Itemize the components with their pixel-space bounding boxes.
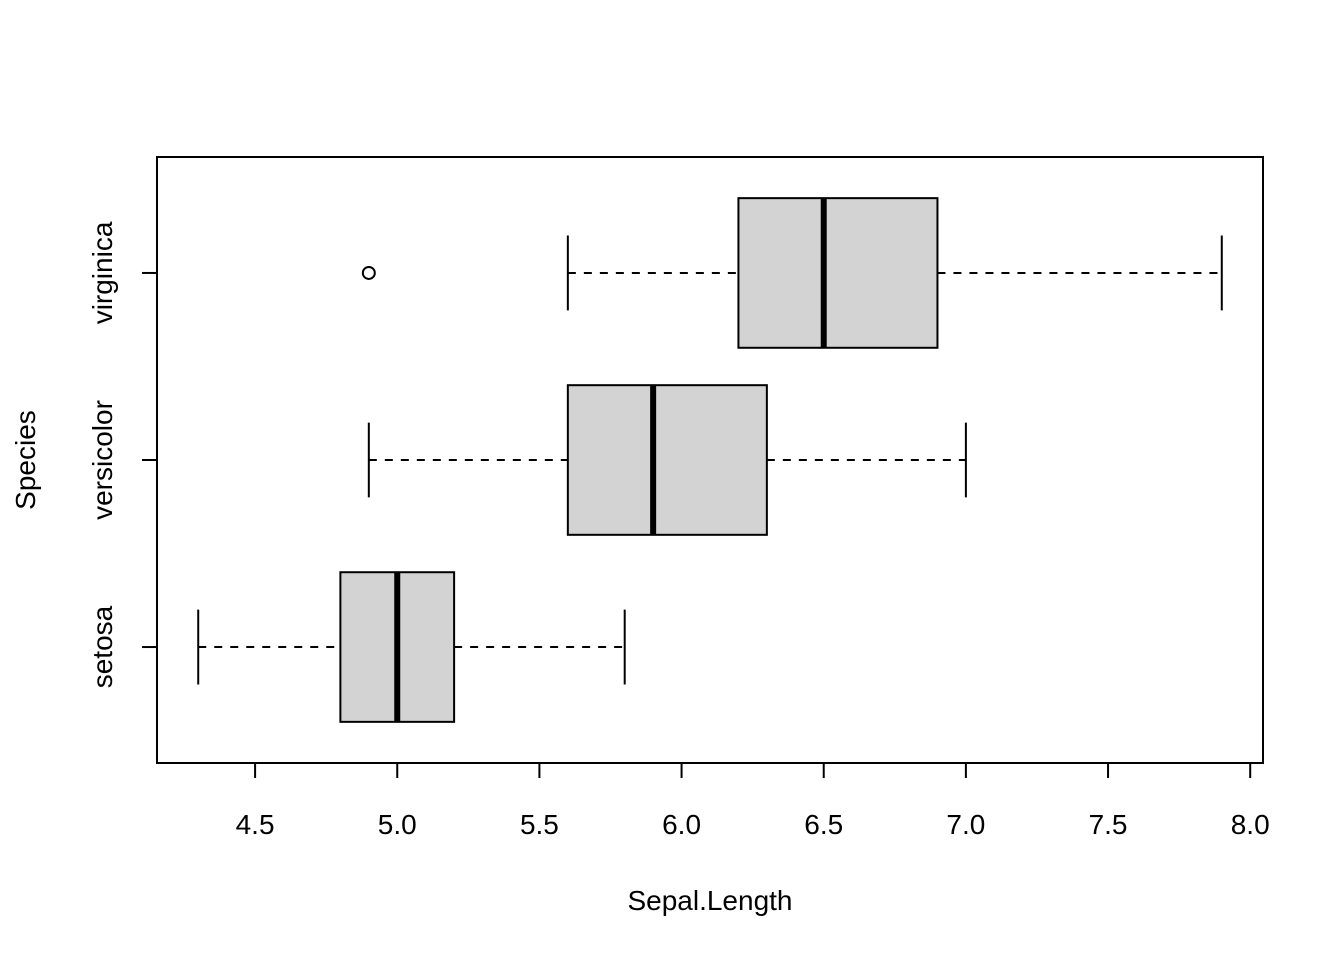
box-versicolor [566,384,768,536]
x-tick-label: 6.5 [804,809,843,840]
y-axis-title: Species [10,410,41,510]
x-axis: 4.5 5.0 5.5 6.0 6.5 7.0 7.5 8.0 [236,762,1270,840]
x-tick-label: 8.0 [1231,809,1270,840]
box-virginica [737,197,939,349]
box-group-versicolor [367,384,967,536]
y-tick-label-setosa: setosa [87,605,118,688]
box-group-virginica [361,197,1223,349]
y-tick-label-versicolor: versicolor [87,400,118,520]
box-group-setosa [197,571,626,723]
x-tick-label: 6.0 [662,809,701,840]
x-tick-label: 7.0 [946,809,985,840]
x-tick-label: 5.0 [378,809,417,840]
y-tick-label-virginica: virginica [87,221,118,324]
x-axis-title: Sepal.Length [627,885,792,916]
x-tick-label: 4.5 [236,809,275,840]
x-tick-label: 7.5 [1089,809,1128,840]
outlier-virginica-0 [361,265,376,280]
x-tick-label: 5.5 [520,809,559,840]
y-axis: setosa versicolor virginica [87,221,157,688]
boxes-layer [197,197,1223,723]
